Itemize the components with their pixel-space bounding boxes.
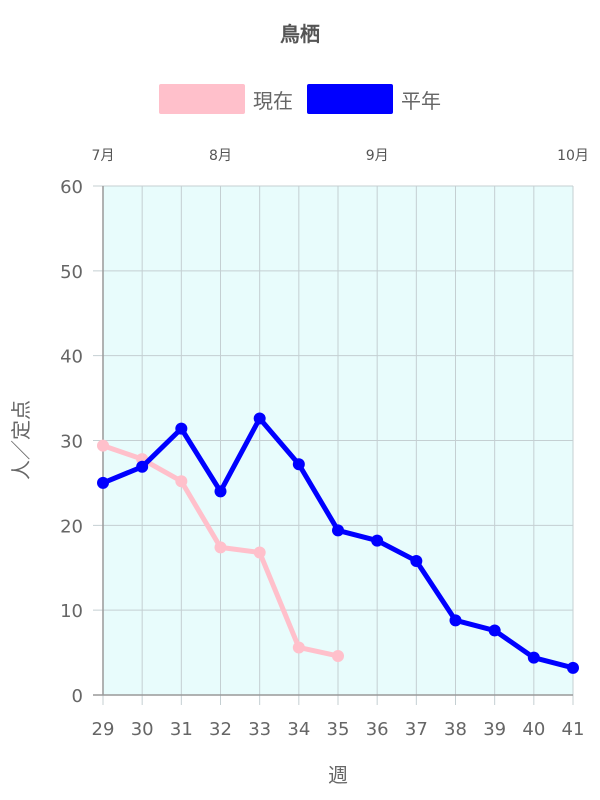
legend-item-current[interactable]: 現在 bbox=[159, 84, 293, 114]
x-tick-label: 33 bbox=[248, 719, 271, 740]
y-tick-label: 40 bbox=[60, 347, 83, 368]
legend-item-normal[interactable]: 平年 bbox=[307, 84, 441, 114]
series-point-1 bbox=[371, 534, 384, 547]
month-label: 7月 bbox=[92, 148, 115, 164]
month-labels: 7月 8月 9月 10月 bbox=[92, 148, 589, 164]
legend-label-normal: 平年 bbox=[401, 88, 441, 113]
series-point-1 bbox=[567, 661, 579, 674]
series-point-1 bbox=[136, 460, 149, 473]
series-point-1 bbox=[292, 458, 305, 471]
x-tick-label: 37 bbox=[405, 719, 428, 740]
legend: 現在 平年 bbox=[0, 84, 600, 114]
x-tick-label: 36 bbox=[366, 719, 389, 740]
x-tick-labels: 29 30 31 32 33 34 35 36 37 38 39 40 41 bbox=[92, 719, 585, 740]
series-point-1 bbox=[97, 476, 109, 489]
legend-label-current: 現在 bbox=[253, 88, 293, 113]
series-point-1 bbox=[175, 422, 188, 435]
series-point-1 bbox=[488, 624, 501, 637]
x-tick-label: 30 bbox=[131, 719, 154, 740]
legend-swatch-normal bbox=[307, 84, 393, 114]
y-tick-label: 10 bbox=[60, 601, 83, 622]
chart-title: 鳥栖 bbox=[280, 22, 320, 46]
y-tick-label: 50 bbox=[60, 262, 83, 283]
x-tick-label: 35 bbox=[327, 719, 350, 740]
y-axis-title: 人／定点 bbox=[9, 400, 33, 480]
y-tick-label: 20 bbox=[60, 516, 83, 537]
x-tick-label: 31 bbox=[170, 719, 193, 740]
series-point-1 bbox=[214, 485, 227, 498]
x-tick-label: 39 bbox=[483, 719, 506, 740]
month-label: 8月 bbox=[209, 148, 232, 164]
series-point-0 bbox=[175, 475, 188, 488]
series-point-1 bbox=[332, 524, 344, 537]
y-tick-label: 30 bbox=[60, 432, 83, 453]
y-tick-label: 0 bbox=[72, 686, 83, 707]
legend-swatch-current bbox=[159, 84, 245, 114]
series-point-1 bbox=[253, 412, 266, 425]
x-axis-title: 週 bbox=[328, 763, 348, 787]
series-point-1 bbox=[410, 554, 423, 567]
series-lines bbox=[97, 412, 579, 674]
x-tick-label: 34 bbox=[287, 719, 310, 740]
series-point-0 bbox=[253, 546, 266, 559]
y-tick-label: 60 bbox=[60, 177, 83, 198]
x-tick-label: 41 bbox=[562, 719, 585, 740]
month-label: 9月 bbox=[366, 148, 389, 164]
series-point-0 bbox=[97, 439, 109, 452]
series-point-0 bbox=[332, 649, 344, 662]
x-tick-label: 29 bbox=[92, 719, 115, 740]
series-point-0 bbox=[292, 641, 305, 654]
series-point-1 bbox=[449, 614, 462, 627]
x-tick-label: 38 bbox=[444, 719, 467, 740]
month-label: 10月 bbox=[557, 148, 589, 164]
y-tick-labels: 0 10 20 30 40 50 60 bbox=[60, 177, 83, 707]
series-point-0 bbox=[214, 541, 227, 554]
x-tick-label: 32 bbox=[209, 719, 232, 740]
x-tick-label: 40 bbox=[522, 719, 545, 740]
series-point-1 bbox=[527, 651, 540, 664]
